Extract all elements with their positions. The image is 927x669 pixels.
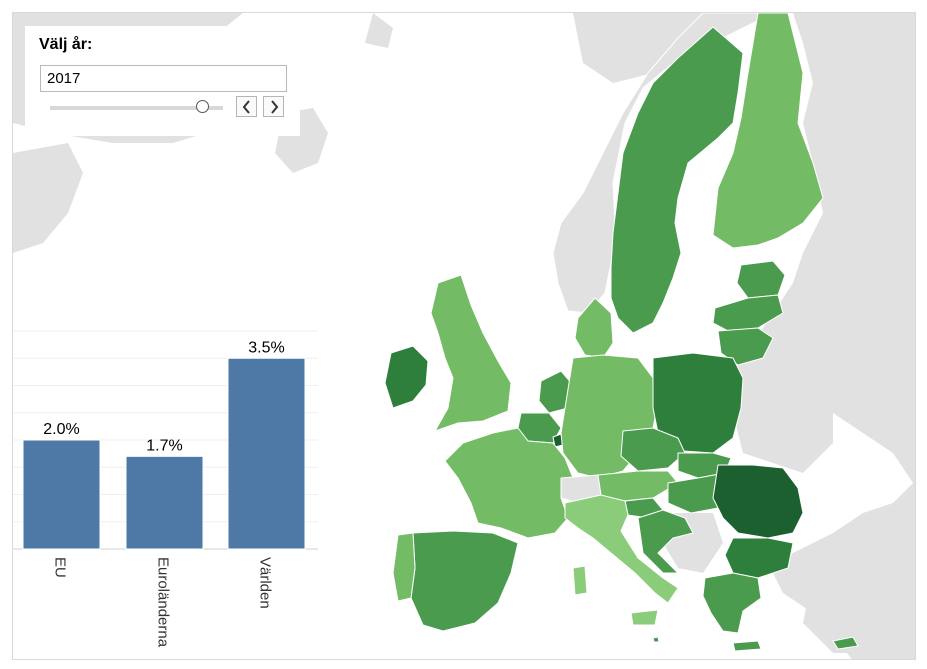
czech-republic bbox=[620, 427, 686, 472]
next-year-button[interactable] bbox=[263, 96, 284, 117]
austria bbox=[597, 470, 679, 502]
greece bbox=[702, 572, 762, 634]
sardinia bbox=[572, 565, 588, 596]
sicily bbox=[630, 609, 659, 626]
europe-map[interactable] bbox=[13, 13, 916, 660]
france bbox=[444, 427, 574, 539]
bulgaria bbox=[724, 537, 794, 579]
croatia bbox=[637, 509, 694, 574]
year-filter-title: Välj år: bbox=[39, 36, 93, 53]
year-filter-panel: Välj år: bbox=[25, 26, 300, 136]
bar-2[interactable] bbox=[227, 357, 306, 550]
year-input[interactable] bbox=[40, 65, 287, 92]
bar-1[interactable] bbox=[125, 455, 204, 550]
chart-bars bbox=[22, 357, 306, 550]
dashboard-frame: Välj år: 2.0% 1.7% 3.5% EU Euroländerna Värl… bbox=[12, 12, 916, 660]
bar-chart-panel: 2.0% 1.7% 3.5% EU Euroländerna Världen bbox=[13, 296, 331, 659]
year-slider-thumb[interactable] bbox=[196, 100, 209, 113]
category-label: Världen bbox=[257, 557, 274, 609]
eu-countries bbox=[384, 13, 859, 652]
previous-year-button[interactable] bbox=[236, 96, 257, 117]
united-kingdom bbox=[430, 274, 512, 432]
sweden bbox=[610, 26, 744, 334]
chart-value-labels: 2.0% 1.7% 3.5% bbox=[43, 339, 284, 454]
italy bbox=[564, 494, 679, 604]
crete bbox=[732, 640, 762, 652]
portugal bbox=[392, 532, 416, 602]
bar-chart: 2.0% 1.7% 3.5% EU Euroländerna Världen bbox=[13, 330, 318, 648]
poland bbox=[652, 352, 744, 454]
category-label: Euroländerna bbox=[155, 557, 172, 648]
denmark bbox=[574, 297, 614, 359]
cyprus bbox=[832, 636, 859, 650]
chevron-right-icon bbox=[270, 99, 278, 114]
chevron-left-icon bbox=[242, 99, 250, 114]
year-slider-track[interactable] bbox=[50, 106, 223, 110]
bar-value-label: 3.5% bbox=[248, 339, 284, 356]
bar-0[interactable] bbox=[22, 439, 101, 550]
spain bbox=[410, 530, 519, 632]
malta bbox=[652, 636, 660, 643]
latvia bbox=[712, 294, 784, 332]
lithuania bbox=[717, 327, 774, 366]
category-label: EU bbox=[52, 557, 69, 578]
estonia bbox=[736, 260, 786, 299]
bar-value-label: 2.0% bbox=[43, 421, 79, 438]
chart-category-labels: EU Euroländerna Världen bbox=[52, 557, 274, 648]
finland bbox=[712, 13, 824, 249]
ireland bbox=[384, 345, 429, 409]
romania bbox=[712, 464, 804, 539]
bar-value-label: 1.7% bbox=[146, 437, 182, 454]
